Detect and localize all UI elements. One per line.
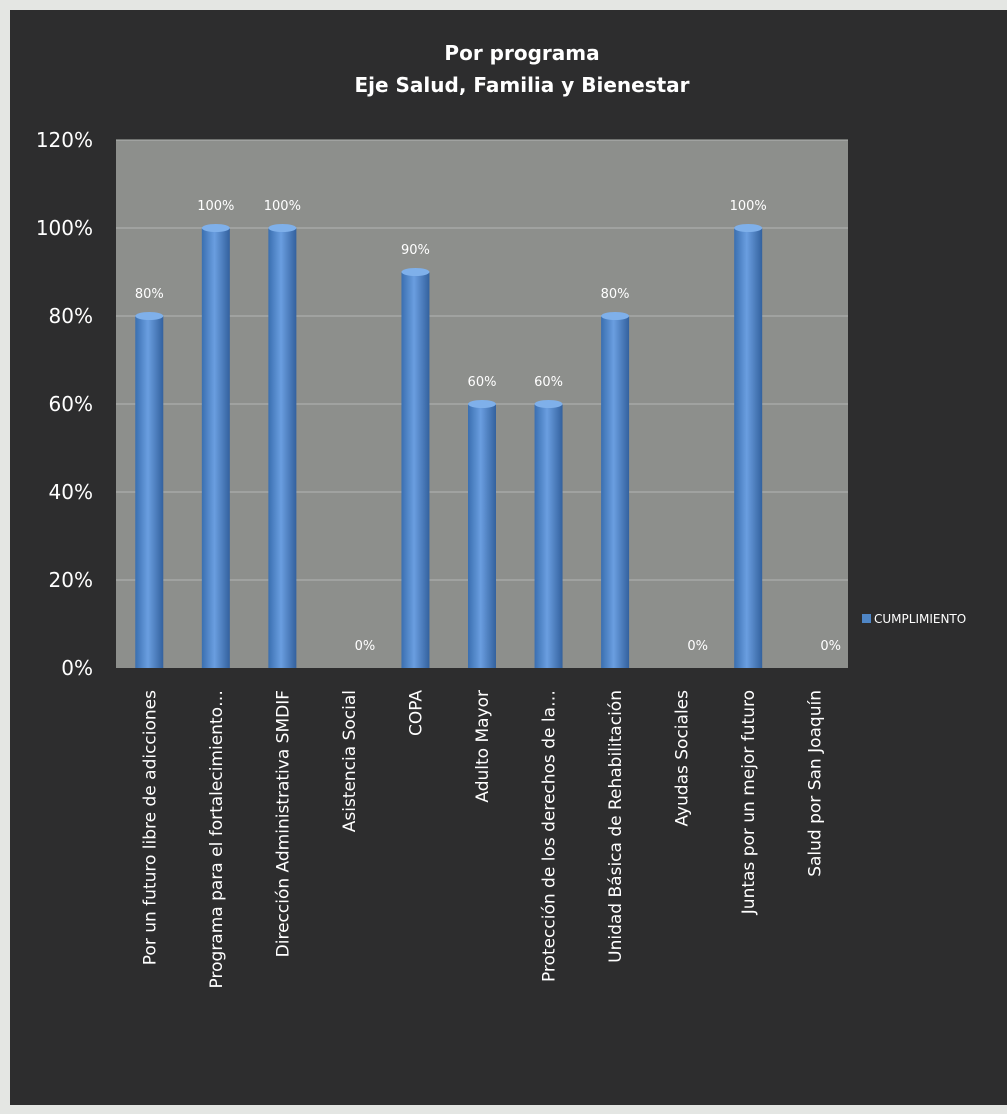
- x-tick-label: Juntas por un mejor futuro: [739, 690, 759, 915]
- x-tick-label: Dirección Administrativa SMDIF: [273, 690, 293, 957]
- data-label: 0%: [820, 639, 841, 654]
- x-tick-label: Salud por San Joaquín: [806, 690, 826, 877]
- y-tick-label: 20%: [49, 568, 93, 592]
- y-tick-label: 40%: [49, 480, 93, 504]
- bars: [135, 224, 763, 668]
- x-axis-ticks: Por un futuro libre de adicciones Program…: [140, 690, 825, 989]
- x-tick-label: Adulto Mayor: [473, 690, 493, 803]
- data-label: 0%: [687, 639, 708, 654]
- x-tick-label: Unidad Básica de Rehabilitación: [606, 690, 626, 963]
- data-label: 100%: [730, 199, 767, 214]
- y-axis-ticks: 0% 20% 40% 60% 80% 100% 120%: [36, 128, 93, 680]
- chart-title: Por programa: [444, 41, 599, 65]
- data-label: 80%: [601, 287, 630, 302]
- bar: [401, 272, 430, 668]
- bar: [601, 316, 630, 668]
- x-tick-label: Protección de los derechos de la…: [540, 690, 560, 982]
- bar-cap: [534, 400, 563, 408]
- legend-swatch: [862, 614, 871, 623]
- data-labels: 80% 100% 100% 0% 90% 60% 60% 80% 0% 100% 0%: [135, 199, 841, 654]
- bar-cap: [468, 400, 496, 408]
- data-label: 100%: [264, 199, 301, 214]
- bar: [534, 404, 563, 668]
- y-tick-label: 100%: [36, 216, 93, 240]
- y-tick-label: 120%: [36, 128, 93, 152]
- y-tick-label: 80%: [49, 304, 93, 328]
- bar-cap: [268, 224, 297, 232]
- bar: [135, 316, 164, 668]
- x-tick-label: Asistencia Social: [340, 690, 360, 832]
- data-label: 80%: [135, 287, 164, 302]
- legend-label: CUMPLIMIENTO: [874, 612, 966, 626]
- bar-cap: [401, 268, 430, 276]
- data-label: 60%: [534, 375, 563, 390]
- bar-cap: [601, 312, 630, 320]
- bar: [268, 228, 297, 668]
- bar-cap: [201, 224, 230, 232]
- y-tick-label: 0%: [61, 656, 93, 680]
- bar-chart: Por programa Eje Salud, Familia y Bienes…: [36, 41, 966, 989]
- x-tick-label: Ayudas Sociales: [673, 690, 693, 827]
- bar: [468, 404, 496, 668]
- bar: [734, 228, 763, 668]
- y-tick-label: 60%: [49, 392, 93, 416]
- x-tick-label: Por un futuro libre de adicciones: [140, 690, 160, 965]
- data-label: 0%: [355, 639, 376, 654]
- chart-subtitle: Eje Salud, Familia y Bienestar: [354, 73, 689, 97]
- data-label: 100%: [197, 199, 234, 214]
- legend: CUMPLIMIENTO: [862, 612, 966, 626]
- bar-cap: [135, 312, 164, 320]
- x-tick-label: Programa para el fortalecimiento…: [207, 690, 227, 988]
- chart-frame: Por programa Eje Salud, Familia y Bienes…: [10, 10, 1007, 1105]
- data-label: 60%: [468, 375, 497, 390]
- x-tick-label: COPA: [406, 690, 426, 736]
- bar: [201, 228, 230, 668]
- data-label: 90%: [401, 243, 430, 258]
- bar-cap: [734, 224, 763, 232]
